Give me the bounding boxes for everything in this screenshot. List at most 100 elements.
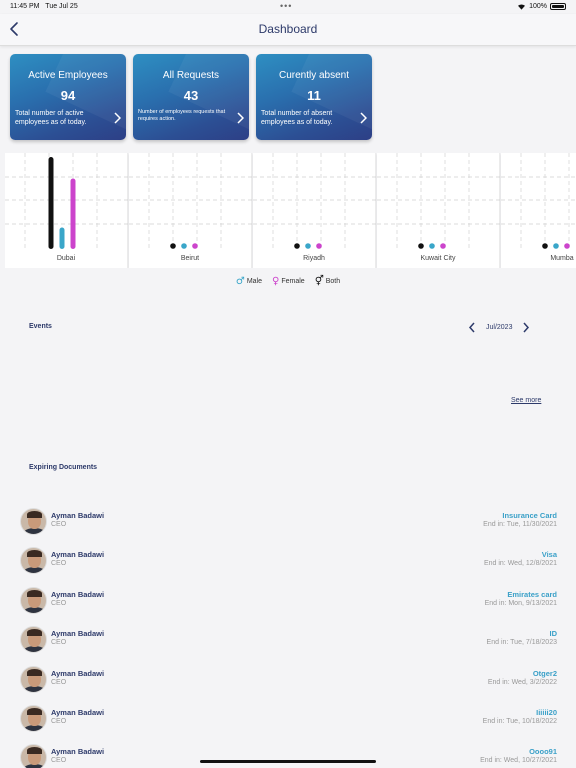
point-male-kuwait-city <box>429 243 435 249</box>
city-label: Beirut <box>180 255 200 262</box>
status-time: 11:45 PM Tue Jul 25 <box>10 3 78 10</box>
employee-role: CEO <box>51 560 67 568</box>
chevron-right-icon <box>114 112 121 124</box>
city-chart-riyadh: Riyadh <box>253 153 376 268</box>
chevron-right-icon <box>360 112 367 124</box>
legend-item-both: ⚥ Both <box>315 276 340 287</box>
city-chart-strip[interactable]: Dubai Beirut Riyadh Kuwait City Mumba <box>5 153 576 268</box>
card-active-employees[interactable]: Active Employees 94 Total number of acti… <box>10 54 126 140</box>
employee-name: Ayman Badawi <box>51 629 105 639</box>
card-title: All Requests <box>162 70 220 81</box>
events-heading: Events <box>29 323 52 330</box>
navigation-bar: Dashboard <box>0 14 576 46</box>
document-type: Emirates card <box>507 589 557 599</box>
avatar <box>20 626 47 654</box>
battery-percent: 100% <box>529 3 547 10</box>
previous-month-icon[interactable] <box>468 322 476 333</box>
battery-icon <box>550 3 566 10</box>
card-value: 43 <box>183 88 199 103</box>
card-all-requests[interactable]: All Requests 43 Number of employees requ… <box>133 54 249 140</box>
legend-label: Male <box>246 278 263 285</box>
point-both-riyadh <box>294 243 300 249</box>
city-chart-svg <box>253 153 376 249</box>
bar-both-dubai <box>48 157 54 249</box>
back-chevron-icon[interactable] <box>8 21 22 37</box>
city-chart-kuwait-city: Kuwait City <box>377 153 500 268</box>
employee-role: CEO <box>51 521 67 528</box>
city-chart-beirut: Beirut <box>129 153 252 268</box>
document-row[interactable]: Ayman Badawi CEO Emirates card End in: Mon,… <box>20 585 557 617</box>
document-end-date: End in: Wed, 3/2/2022 <box>487 678 557 686</box>
city-label: Mumba <box>550 255 574 262</box>
city-label: Kuwait City <box>420 255 456 262</box>
chevron-right-icon <box>237 112 244 124</box>
document-row[interactable]: Ayman Badawi CEO Iiiiii20 End in: Tue, 10/1… <box>20 703 557 735</box>
avatar <box>20 586 47 614</box>
wifi-icon <box>518 4 526 10</box>
card-description: Total number of active employees as of t… <box>15 110 87 126</box>
city-chart-svg <box>5 153 128 249</box>
city-chart-dubai: Dubai <box>5 153 128 268</box>
document-row[interactable]: Ayman Badawi CEO Otger2 End in: Wed, 3/2/20… <box>20 664 557 696</box>
avatar <box>20 705 47 732</box>
bar-male-dubai <box>59 227 65 249</box>
city-label: Riyadh <box>303 255 325 262</box>
home-indicator[interactable] <box>200 760 376 763</box>
card-currently-absent[interactable]: Curently absent 11 Total number of absen… <box>256 54 372 140</box>
document-end-date: End in: Tue, 10/18/2022 <box>482 718 557 725</box>
employee-role: CEO <box>51 678 67 686</box>
bar-female-dubai <box>70 178 76 249</box>
document-type: Insurance Card <box>502 511 557 520</box>
both-icon: ⚥ <box>314 276 324 287</box>
current-month: Jul/2023 <box>486 324 513 331</box>
card-description: Total number of absent employees as of t… <box>261 110 333 126</box>
employee-role: CEO <box>51 718 67 725</box>
employee-name: Ayman Badawi <box>51 708 105 717</box>
city-chart-svg <box>501 153 576 249</box>
status-right: 100% <box>517 3 566 10</box>
legend-item-female: ♀ Female <box>272 276 305 287</box>
point-female-mumba <box>564 243 570 249</box>
see-more-link[interactable]: See more <box>511 397 542 404</box>
point-male-beirut <box>181 243 187 249</box>
city-chart-svg <box>129 153 252 249</box>
legend-label: Female <box>281 278 305 285</box>
point-both-mumba <box>542 243 548 249</box>
document-type: Iiiiii20 <box>536 708 557 717</box>
employee-name: Ayman Badawi <box>51 550 105 560</box>
employee-name: Ayman Badawi <box>51 747 105 757</box>
point-both-beirut <box>170 243 176 249</box>
page-title: Dashboard <box>258 22 318 36</box>
male-icon: ♂ <box>235 276 245 287</box>
employee-name: Ayman Badawi <box>51 668 105 678</box>
avatar <box>20 508 47 535</box>
female-icon: ♀ <box>272 276 280 287</box>
city-chart-mumba: Mumba <box>501 153 576 268</box>
document-end-date: End in: Tue, 7/18/2023 <box>486 639 557 647</box>
document-type: Visa <box>541 550 557 560</box>
card-title: Curently absent <box>278 70 350 81</box>
document-row[interactable]: Ayman Badawi CEO Insurance Card End in: Tue… <box>20 506 557 538</box>
next-month-icon[interactable] <box>522 322 530 333</box>
employee-name: Ayman Badawi <box>51 511 105 520</box>
card-value: 11 <box>307 88 321 103</box>
employee-role: CEO <box>51 599 67 607</box>
document-end-date: End in: Mon, 9/13/2021 <box>484 599 557 607</box>
point-both-kuwait-city <box>418 243 424 249</box>
document-row[interactable]: Ayman Badawi CEO Oooo91 End in: Wed, 10/27/… <box>20 742 557 768</box>
document-end-date: End in: Tue, 11/30/2021 <box>483 521 557 528</box>
avatar <box>20 547 47 575</box>
point-female-beirut <box>192 243 198 249</box>
card-value: 94 <box>60 88 76 103</box>
legend-item-male: ♂ Male <box>236 276 262 287</box>
document-row[interactable]: Ayman Badawi CEO ID End in: Tue, 7/18/2023 <box>20 624 557 656</box>
document-row[interactable]: Ayman Badawi CEO Visa End in: Wed, 12/8/202… <box>20 545 557 577</box>
chart-legend: ♂ Male ♀ Female ⚥ Both <box>0 276 576 287</box>
point-male-mumba <box>553 243 559 249</box>
point-female-riyadh <box>316 243 322 249</box>
employee-role: CEO <box>51 639 67 647</box>
multitasking-dots[interactable]: ••• <box>280 1 293 11</box>
document-end-date: End in: Wed, 12/8/2021 <box>483 560 557 568</box>
city-chart-svg <box>377 153 500 249</box>
month-navigator: Jul/2023 <box>468 322 530 333</box>
